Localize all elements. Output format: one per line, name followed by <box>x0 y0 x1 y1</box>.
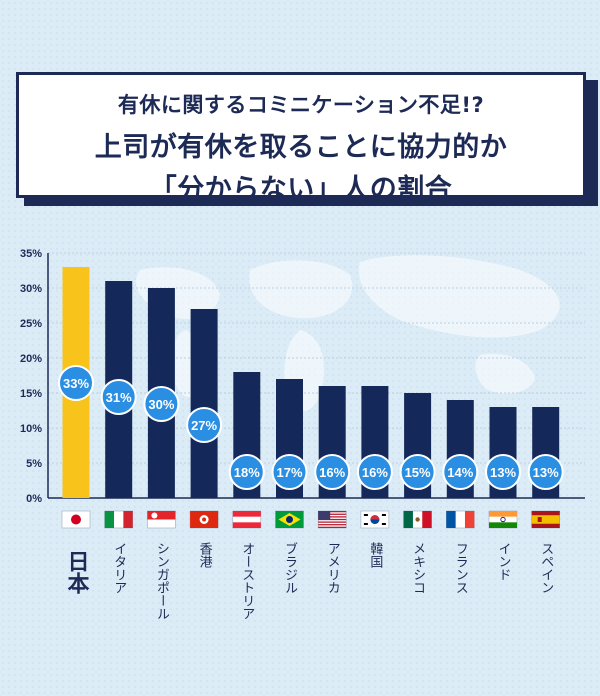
india-flag <box>488 510 518 529</box>
data-label: 27% <box>191 418 217 433</box>
world-map-shape <box>249 260 353 319</box>
data-label-circle <box>271 454 308 490</box>
singapore-flag <box>147 510 176 529</box>
mexico-flag <box>403 510 432 529</box>
category-label: アメリカ <box>325 542 340 594</box>
korea-flag <box>360 510 390 529</box>
data-label-circle <box>485 454 521 490</box>
data-label-circle <box>442 454 479 490</box>
france-flag <box>445 510 475 529</box>
y-tick-label: 35% <box>20 248 42 260</box>
data-label: 30% <box>148 397 174 412</box>
category-label: スペイン <box>538 542 554 594</box>
data-label-circle <box>186 407 223 443</box>
title-line-1: 有休に関するコミニケーション不足!? <box>117 93 485 117</box>
data-label-circle <box>314 454 351 490</box>
category-label: 韓国 <box>367 542 383 568</box>
category-label: 日本 <box>64 550 90 594</box>
y-tick-label: 0% <box>26 493 42 505</box>
category-label: オーストリア <box>239 542 254 620</box>
data-label: 31% <box>106 390 132 405</box>
y-tick-label: 25% <box>20 318 42 330</box>
data-label-circle <box>356 454 393 490</box>
title-box: 有休に関するコミニケーション不足!? 上司が有休を取ることに協力的か 「分からな… <box>16 72 586 205</box>
data-label: 15% <box>405 465 431 480</box>
category-label: インド <box>496 542 511 581</box>
category-label: ブラジル <box>282 541 297 594</box>
data-label: 13% <box>490 465 516 480</box>
data-label-circle <box>143 386 180 422</box>
world-map-shape <box>475 353 535 394</box>
data-label: 18% <box>234 465 260 480</box>
spain-flag <box>531 510 561 529</box>
title-line-3: 「分からない」人の割合 <box>149 174 453 205</box>
austria-flag <box>232 510 262 529</box>
world-map-shape <box>359 255 560 338</box>
data-label-circle <box>228 454 265 490</box>
hong-kong-flag <box>189 510 219 529</box>
japan-flag <box>61 510 91 529</box>
data-label: 16% <box>362 465 388 480</box>
category-label: メキシコ <box>410 542 425 594</box>
category-label: シンガポール <box>154 542 169 620</box>
y-tick-label: 20% <box>20 353 42 365</box>
data-label-circle <box>399 454 436 490</box>
bar <box>190 309 218 498</box>
data-label-circle <box>58 365 94 401</box>
y-tick-label: 10% <box>20 423 42 435</box>
y-tick-label: 15% <box>20 388 42 400</box>
data-label: 14% <box>447 465 473 480</box>
category-label: イタリア <box>111 542 126 594</box>
usa-flag <box>317 510 347 529</box>
category-label: フランス <box>453 542 468 594</box>
brazil-flag <box>275 510 304 529</box>
category-label: 香港 <box>197 542 213 568</box>
italy-flag <box>104 510 133 529</box>
data-label: 17% <box>276 465 302 480</box>
y-tick-label: 30% <box>20 283 42 295</box>
data-label-circle <box>527 454 564 490</box>
title-line-2: 上司が有休を取ることに協力的か <box>94 132 508 163</box>
data-label: 33% <box>63 376 89 391</box>
data-label: 13% <box>533 465 559 480</box>
data-label-circle <box>100 379 137 415</box>
data-label: 16% <box>319 465 345 480</box>
y-tick-label: 5% <box>26 458 42 470</box>
